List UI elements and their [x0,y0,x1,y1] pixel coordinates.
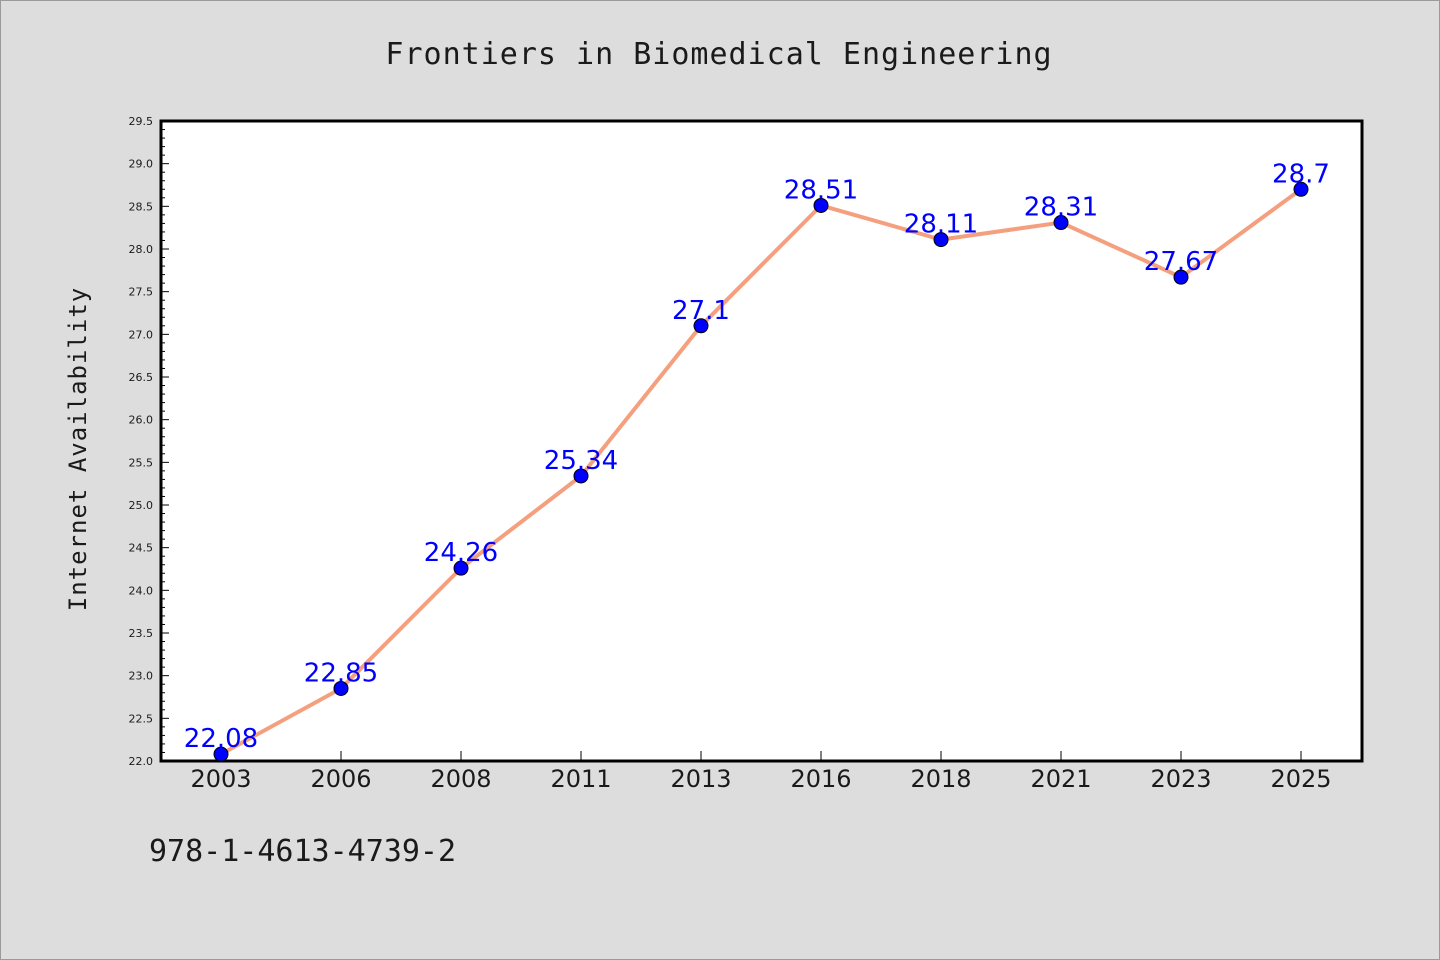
data-point [933,232,949,248]
y-tick-label: 24.0 [129,584,154,597]
data-point [1293,181,1309,197]
y-tick-label: 29.0 [129,158,154,171]
y-tick-label: 23.0 [129,670,154,683]
y-tick-label: 29.5 [129,115,154,128]
y-tick-label: 28.5 [129,200,154,213]
x-tick-label: 2021 [1030,765,1091,793]
data-label: 27.1 [672,296,730,326]
x-tick-label: 2003 [190,765,251,793]
series-layer: 22.08 22.85 24.26 25.34 27.1 28.51 28.11 28.31 2… [184,159,1330,762]
x-tick-label: 2016 [790,765,851,793]
series-line [219,187,1303,757]
data-label: 24.26 [424,538,498,568]
data-point [333,680,349,696]
x-tick-label: 2023 [1150,765,1211,793]
plot-area [159,119,1364,763]
y-tick-label: 26.5 [129,371,154,384]
x-tick-label: 2006 [310,765,371,793]
x-tick-label: 2008 [430,765,491,793]
data-label: 27.67 [1144,247,1218,277]
y-axis: 22.0 22.5 23.0 23.5 24.0 24.5 25.0 25.5 26.0 26.5… [129,115,169,768]
data-point [1173,269,1189,285]
y-tick-label: 23.5 [129,627,154,640]
data-point [573,468,589,484]
x-tick-label: 2018 [910,765,971,793]
data-label: 22.85 [304,658,378,688]
y-tick-label: 22.5 [129,712,154,725]
data-point [453,560,469,576]
data-point [1053,215,1069,231]
data-label: 28.11 [904,210,978,240]
y-tick-label: 24.5 [129,542,154,555]
data-point [213,746,229,762]
y-tick-label: 25.0 [129,499,154,512]
y-tick-label: 28.0 [129,243,154,256]
data-point [813,197,829,213]
x-tick-label: 2025 [1270,765,1331,793]
data-label: 22.08 [184,724,258,754]
isbn-text: 978-1-4613-4739-2 [149,834,457,869]
y-axis-label: Internet Availability [64,287,92,611]
x-tick-label: 2011 [550,765,611,793]
y-tick-label: 27.0 [129,328,154,341]
chart-title: Frontiers in Biomedical Engineering [385,37,1052,72]
data-label: 28.51 [784,175,858,205]
data-label: 25.34 [544,446,618,476]
y-tick-label: 22.0 [129,755,154,768]
x-tick-label: 2013 [670,765,731,793]
y-tick-label: 25.5 [129,456,154,469]
data-point [693,318,709,334]
data-label: 28.7 [1272,159,1330,189]
data-label: 28.31 [1024,193,1098,223]
y-tick-label: 27.5 [129,286,154,299]
x-axis: 2003 2006 2008 2011 2013 2016 2018 2021 2023 2025 [190,751,1332,793]
y-tick-label: 26.0 [129,414,154,427]
